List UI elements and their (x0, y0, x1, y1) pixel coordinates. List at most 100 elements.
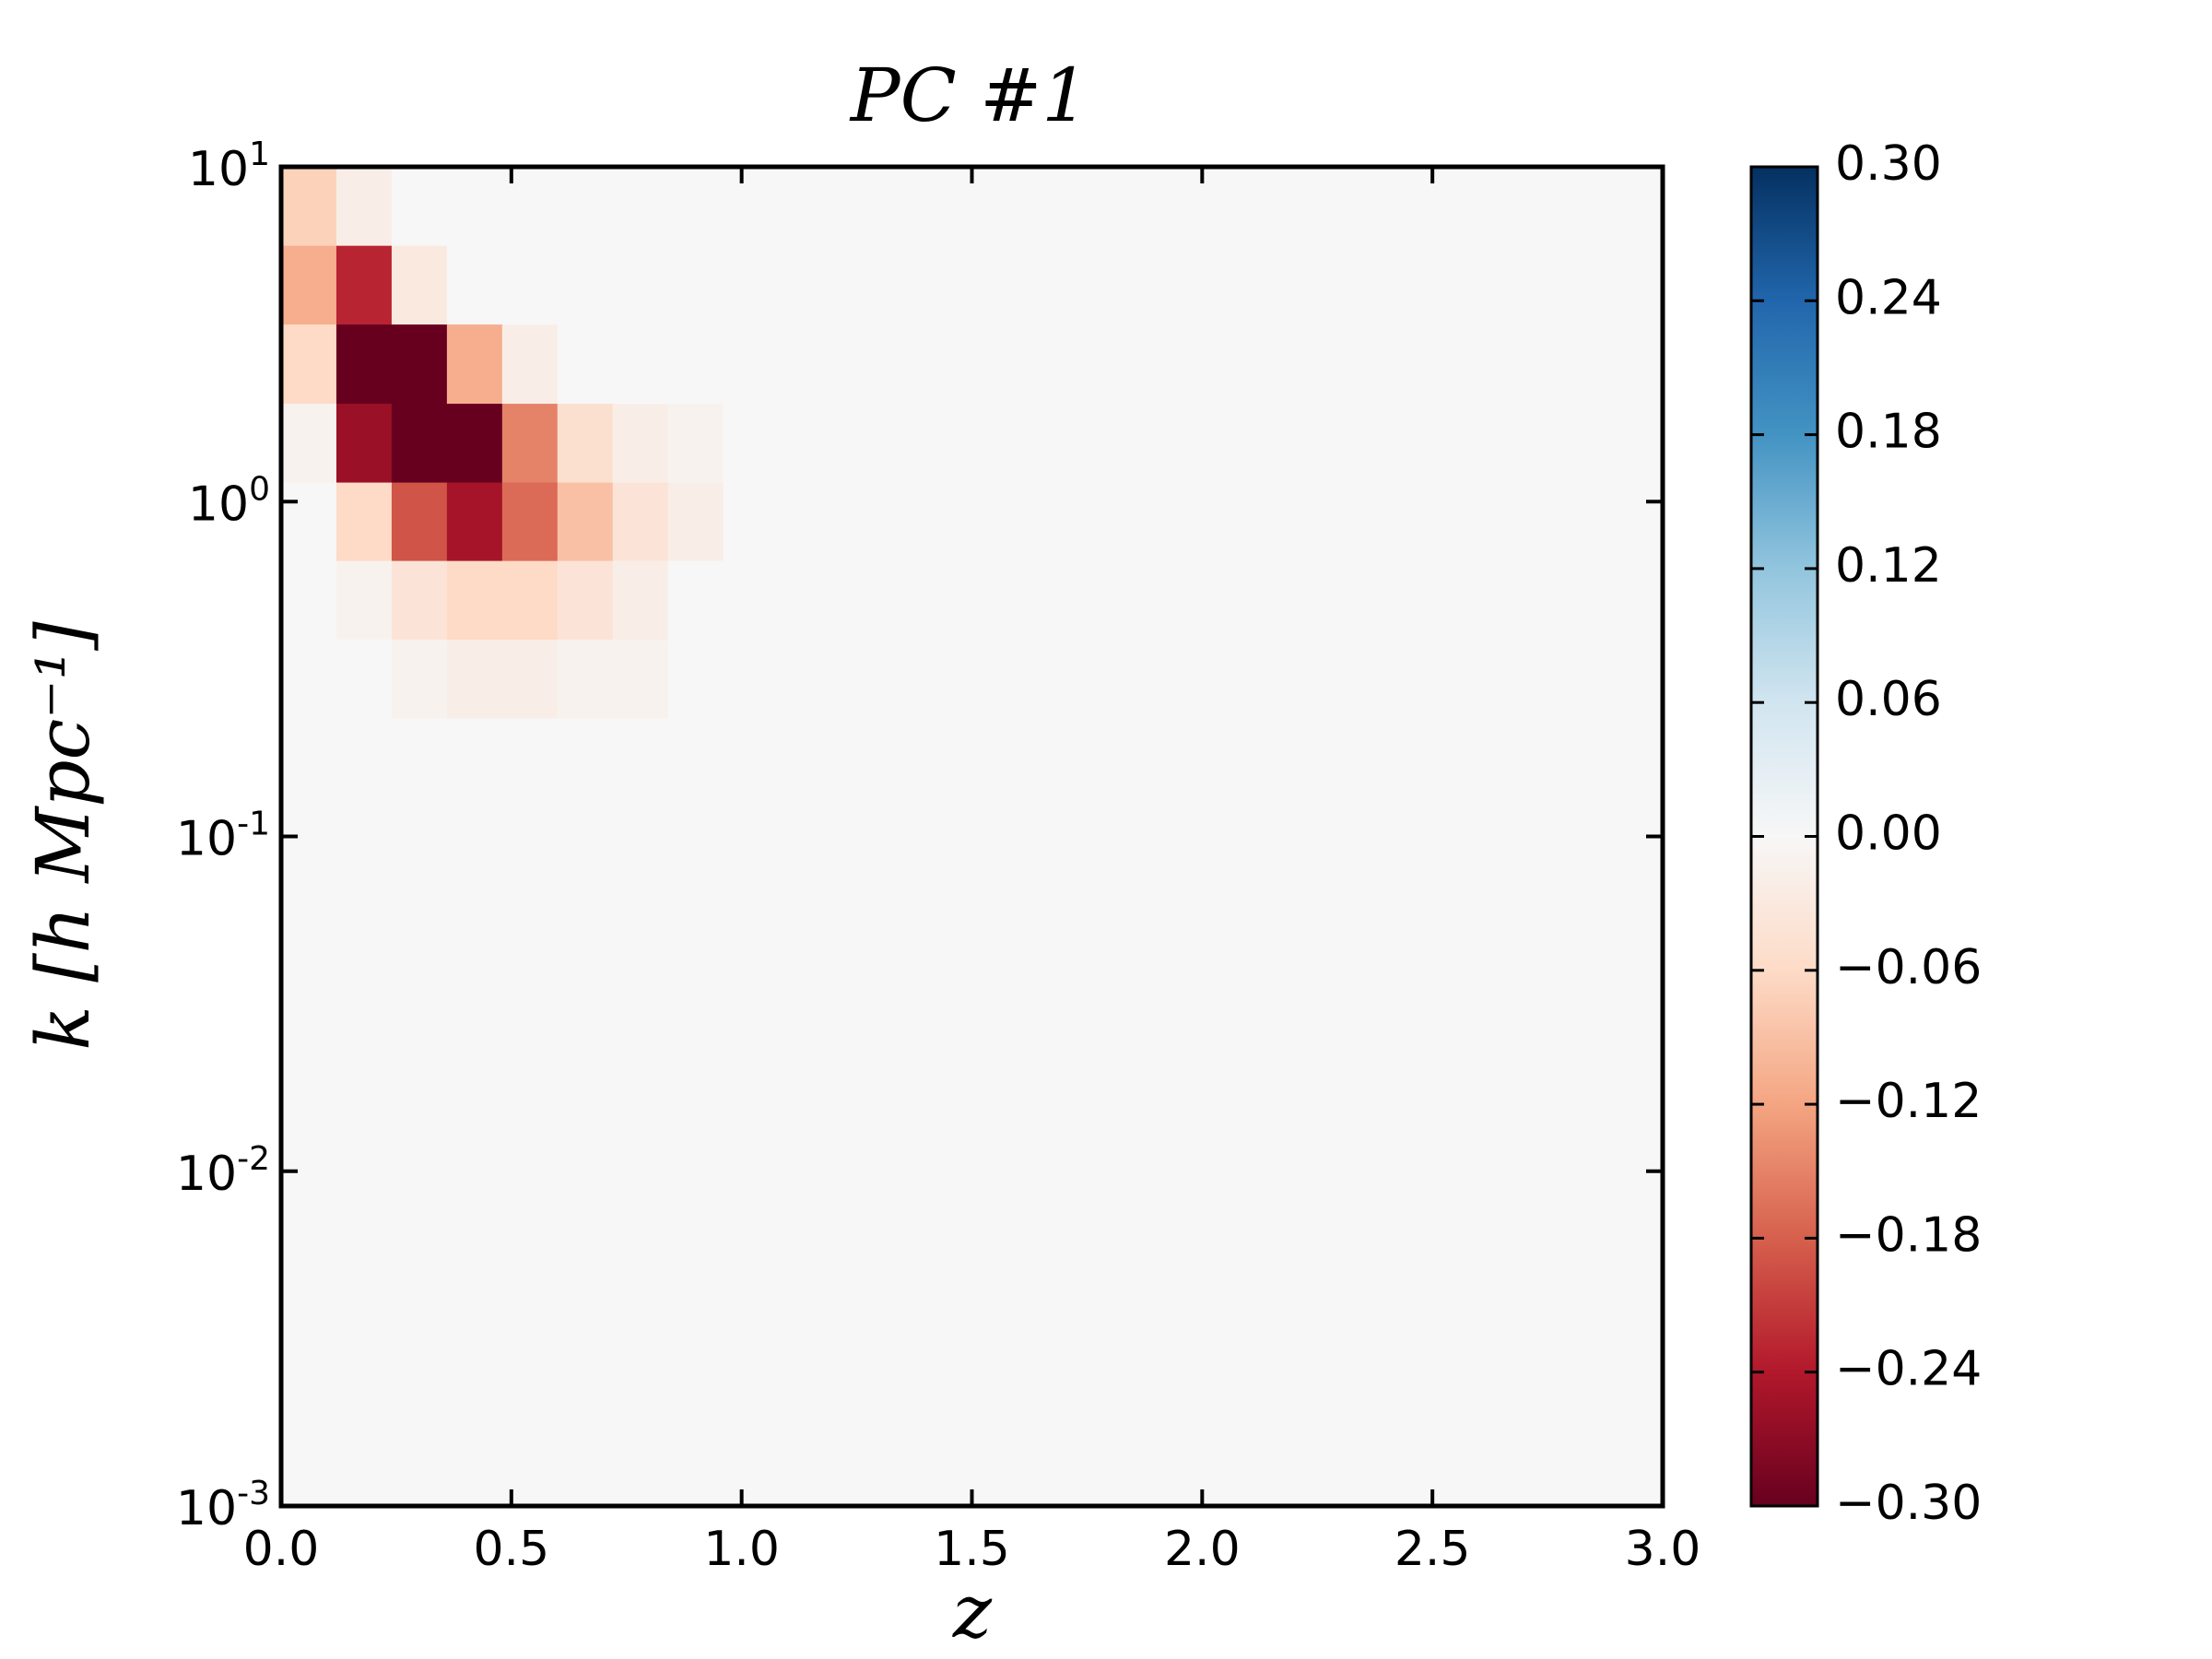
heatmap-cell (335, 1427, 393, 1507)
heatmap-cell (391, 324, 448, 405)
heatmap-cell (944, 1191, 1001, 1271)
heatmap-cell (833, 718, 890, 798)
heatmap-cell (667, 1112, 724, 1192)
colorbar-tick-label: 0.06 (1835, 672, 1942, 727)
heatmap-cell (1607, 1112, 1664, 1192)
heatmap-cell (446, 404, 503, 484)
heatmap-cell (391, 1112, 448, 1192)
heatmap-cell (1054, 1348, 1111, 1429)
heatmap-cell (888, 954, 946, 1034)
heatmap-cell (1110, 167, 1166, 247)
heatmap-cell (667, 1191, 724, 1271)
heatmap-cell (888, 1427, 946, 1507)
heatmap-cell (446, 876, 503, 956)
heatmap-cell (723, 1033, 780, 1113)
heatmap-cell (446, 324, 503, 405)
heatmap-cell (1054, 1269, 1111, 1349)
heatmap-cell (1165, 1112, 1221, 1192)
heatmap-cell (833, 404, 890, 484)
heatmap-cell (888, 876, 946, 956)
chart-title: PC #1 (849, 53, 1088, 138)
heatmap-cell (281, 1033, 337, 1113)
heatmap-cell (391, 560, 448, 641)
heatmap-cell (1276, 640, 1332, 720)
x-tick-label: 1.0 (703, 1522, 780, 1577)
heatmap-cell (1054, 560, 1111, 641)
heatmap-cell (723, 1112, 780, 1192)
heatmap-cell (1497, 1112, 1553, 1192)
heatmap-cell (281, 876, 337, 956)
heatmap-cell (1552, 482, 1608, 562)
heatmap-cell (1054, 324, 1111, 405)
heatmap-cell (557, 1191, 614, 1271)
heatmap-cell (1276, 1269, 1332, 1349)
heatmap-cell (1607, 1191, 1664, 1271)
heatmap-cell (1497, 167, 1553, 247)
heatmap-cell (667, 1427, 724, 1507)
heatmap-cell (281, 245, 337, 325)
heatmap-cell (446, 1269, 503, 1349)
heatmap-cell (557, 404, 614, 484)
heatmap-cell (1165, 324, 1221, 405)
heatmap-cell (888, 324, 946, 405)
heatmap-cell (1220, 1269, 1277, 1349)
y-tick-exponent: 0 (249, 470, 270, 508)
heatmap-cell (888, 796, 946, 877)
heatmap-cell (1110, 560, 1166, 641)
heatmap-cell (1331, 1033, 1387, 1113)
heatmap-cell (1220, 245, 1277, 325)
heatmap-cell (1054, 167, 1111, 247)
heatmap-cell (281, 640, 337, 720)
heatmap-cell (1607, 560, 1664, 641)
heatmap-cell (833, 482, 890, 562)
heatmap-cell (1165, 718, 1221, 798)
y-tick-exponent: -3 (237, 1475, 270, 1512)
heatmap-cell (1276, 796, 1332, 877)
heatmap-cell (612, 324, 669, 405)
heatmap-cell (557, 876, 614, 956)
heatmap-cell (944, 876, 1001, 956)
heatmap-cell (1331, 876, 1387, 956)
heatmap-cell (1165, 954, 1221, 1034)
heatmap-cell (557, 1427, 614, 1507)
heatmap-cell (391, 167, 448, 247)
heatmap-cell (501, 324, 559, 405)
heatmap-cell (944, 718, 1001, 798)
heatmap-cell (1497, 876, 1553, 956)
heatmap-cell (501, 796, 559, 877)
heatmap-cell (1607, 718, 1664, 798)
heatmap-cell (1220, 796, 1277, 877)
x-tick-label: 0.5 (473, 1522, 549, 1577)
heatmap-cell (1331, 560, 1387, 641)
heatmap-cell (1386, 796, 1442, 877)
heatmap-cell (667, 404, 724, 484)
heatmap-cell (1276, 1191, 1332, 1271)
heatmap-cell (888, 1348, 946, 1429)
heatmap-cell (1552, 324, 1608, 405)
heatmap-cell (999, 796, 1056, 877)
heatmap-cell (281, 1427, 337, 1507)
heatmap-cell (1220, 954, 1277, 1034)
heatmap-cell (723, 796, 780, 877)
heatmap-cell (833, 954, 890, 1034)
heatmap-cell (723, 1269, 780, 1349)
heatmap-cell (1552, 1033, 1608, 1113)
heatmap-cell (1497, 718, 1553, 798)
heatmap-cell (778, 1112, 835, 1192)
heatmap-cell (612, 1112, 669, 1192)
colorbar-tick-label: 0.00 (1835, 806, 1942, 862)
heatmap-cell (833, 1191, 890, 1271)
heatmap-cell (612, 167, 669, 247)
heatmap-cell (888, 1033, 946, 1113)
heatmap-cell (1441, 1191, 1498, 1271)
heatmap-cell (833, 167, 890, 247)
heatmap-cell (446, 1033, 503, 1113)
heatmap-cell (944, 1269, 1001, 1349)
heatmap-cell (501, 718, 559, 798)
heatmap-cell (1552, 876, 1608, 956)
colorbar-tick-label: 0.24 (1835, 270, 1942, 325)
heatmap-cell (1552, 1269, 1608, 1349)
heatmap-cell (1441, 482, 1498, 562)
colorbar-tick-label: −0.24 (1835, 1342, 1982, 1397)
heatmap-cell (1054, 640, 1111, 720)
